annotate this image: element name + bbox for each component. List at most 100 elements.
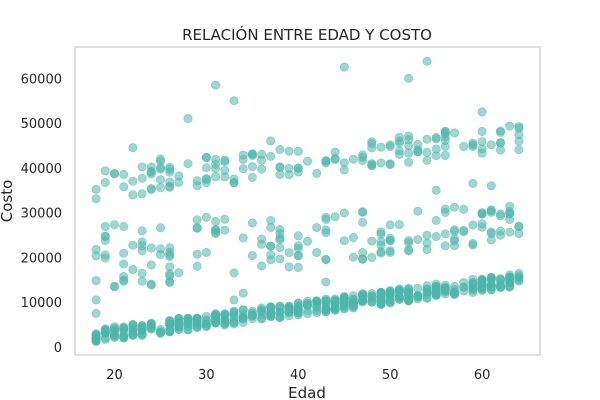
- data-point: [247, 172, 257, 182]
- data-point: [440, 229, 450, 239]
- data-point: [477, 137, 487, 147]
- data-point: [257, 261, 267, 271]
- data-point: [385, 246, 395, 256]
- data-point: [174, 177, 184, 187]
- data-point: [247, 162, 257, 172]
- data-point: [505, 208, 515, 218]
- data-point: [376, 247, 386, 257]
- data-point: [440, 150, 450, 160]
- data-point: [156, 183, 166, 193]
- data-point: [422, 230, 432, 240]
- data-point: [321, 255, 331, 265]
- data-point: [201, 248, 211, 258]
- data-point: [211, 172, 221, 182]
- data-point: [422, 281, 432, 291]
- data-point: [514, 229, 524, 239]
- data-point: [146, 260, 156, 270]
- data-point: [91, 308, 101, 318]
- data-point: [137, 189, 147, 199]
- data-point: [257, 149, 267, 159]
- data-point: [165, 269, 175, 279]
- data-point: [100, 253, 110, 263]
- data-point: [128, 240, 138, 250]
- data-point: [229, 178, 239, 188]
- data-point: [128, 190, 138, 200]
- chart-title: RELACIÓN ENTRE EDAD Y COSTO: [182, 25, 432, 44]
- data-point: [165, 167, 175, 177]
- data-point: [238, 233, 248, 243]
- data-point: [128, 265, 138, 275]
- data-point: [495, 211, 505, 221]
- data-point: [100, 325, 110, 335]
- data-point: [201, 163, 211, 173]
- data-point: [275, 243, 285, 253]
- data-point: [146, 324, 156, 334]
- data-point: [477, 126, 487, 136]
- data-point: [220, 318, 230, 328]
- data-point: [183, 314, 193, 324]
- data-point: [211, 80, 221, 90]
- data-point: [394, 220, 404, 230]
- data-point: [119, 182, 129, 192]
- data-point: [192, 223, 202, 233]
- x-tick-label: 50: [382, 368, 399, 383]
- data-point: [201, 153, 211, 163]
- data-point: [431, 185, 441, 195]
- data-point: [505, 227, 515, 237]
- data-point: [514, 136, 524, 146]
- data-point: [110, 220, 120, 230]
- x-tick-label: 30: [198, 368, 215, 383]
- data-point: [348, 252, 358, 262]
- data-point: [385, 298, 395, 308]
- data-point: [284, 164, 294, 174]
- data-point: [321, 298, 331, 308]
- data-point: [358, 217, 368, 227]
- data-point: [91, 194, 101, 204]
- data-point: [137, 324, 147, 334]
- data-point: [449, 241, 459, 251]
- data-point: [431, 133, 441, 143]
- data-point: [440, 204, 450, 214]
- data-point: [91, 184, 101, 194]
- data-point: [404, 135, 414, 145]
- data-point: [468, 179, 478, 189]
- data-point: [266, 250, 276, 260]
- x-axis-label: Edad: [288, 384, 326, 400]
- data-point: [449, 281, 459, 291]
- data-point: [358, 291, 368, 301]
- data-point: [266, 302, 276, 312]
- data-point: [119, 333, 129, 343]
- data-point: [339, 236, 349, 246]
- data-point: [183, 159, 193, 169]
- data-point: [201, 178, 211, 188]
- data-point: [514, 145, 524, 155]
- data-point: [174, 268, 184, 278]
- data-point: [486, 181, 496, 191]
- data-point: [486, 228, 496, 238]
- data-point: [468, 220, 478, 230]
- data-point: [146, 279, 156, 289]
- data-point: [321, 156, 331, 166]
- data-point: [247, 306, 257, 316]
- data-point: [137, 173, 147, 183]
- data-point: [137, 162, 147, 172]
- data-point: [385, 233, 395, 243]
- data-point: [385, 159, 395, 169]
- data-point: [128, 143, 138, 153]
- data-point: [137, 268, 147, 278]
- data-point: [348, 233, 358, 243]
- data-point: [156, 223, 166, 233]
- data-point: [495, 283, 505, 293]
- data-point: [468, 138, 478, 148]
- data-point: [422, 245, 432, 255]
- data-point: [358, 207, 368, 217]
- data-point: [220, 214, 230, 224]
- data-point: [146, 184, 156, 194]
- data-point: [321, 212, 331, 222]
- data-point: [449, 128, 459, 138]
- x-tick-label: 40: [290, 368, 307, 383]
- data-point: [385, 140, 395, 150]
- data-point: [413, 206, 423, 216]
- data-point: [302, 236, 312, 246]
- data-point: [174, 321, 184, 331]
